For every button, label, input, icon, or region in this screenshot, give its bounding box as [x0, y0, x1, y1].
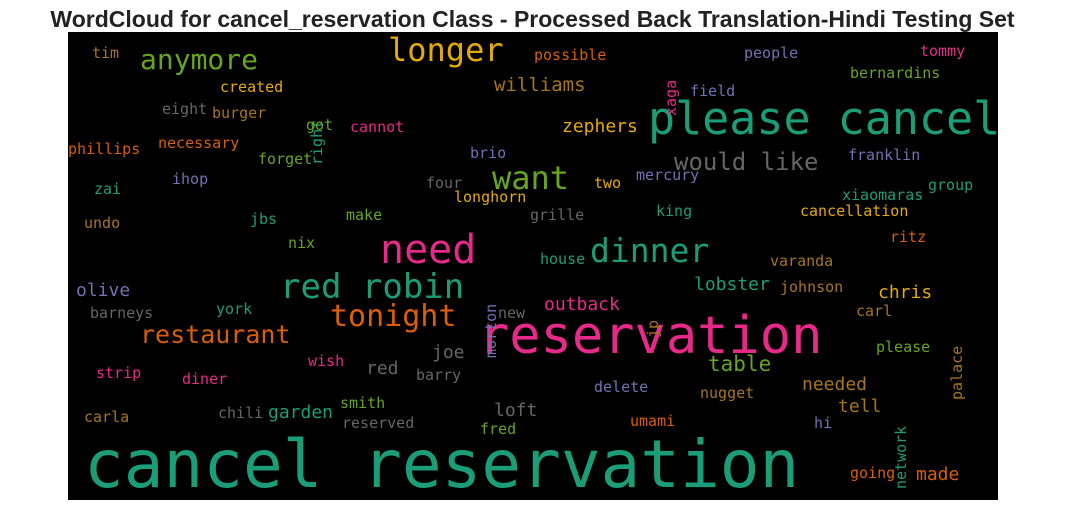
- cloud-word: red: [366, 358, 399, 379]
- cloud-word: network: [892, 425, 910, 489]
- cloud-word: york: [216, 300, 253, 318]
- cloud-word: diner: [182, 370, 228, 388]
- cloud-word: varanda: [770, 252, 834, 270]
- cloud-word: cancellation: [800, 202, 909, 220]
- cloud-word: make: [346, 206, 383, 224]
- cloud-word: hi: [814, 414, 833, 432]
- cloud-word: created: [220, 78, 284, 96]
- cloud-word: new: [498, 304, 526, 322]
- cloud-word: barry: [416, 366, 462, 384]
- cloud-word: carl: [856, 302, 893, 320]
- cloud-word: dinner: [590, 231, 710, 270]
- cloud-word: group: [928, 176, 974, 194]
- cloud-word: lobster: [694, 274, 770, 295]
- cloud-word: franklin: [848, 146, 921, 164]
- cloud-word: reservation: [478, 306, 823, 366]
- cloud-word: red robin: [280, 267, 465, 307]
- cloud-word: restaurant: [140, 320, 291, 349]
- cloud-word: please cancel: [648, 92, 998, 145]
- cloud-word: morton: [482, 303, 500, 358]
- cloud-word: cannot: [350, 118, 405, 136]
- cloud-word: necessary: [158, 134, 240, 152]
- cloud-word: king: [656, 202, 693, 220]
- cloud-word: xaga: [662, 79, 680, 116]
- word-cloud: cancel reservation reservation please canc…: [68, 32, 998, 500]
- cloud-word: table: [708, 352, 772, 376]
- cloud-word: bernardins: [850, 64, 941, 82]
- cloud-word: joe: [432, 342, 465, 363]
- cloud-word: undo: [84, 214, 121, 232]
- cloud-word: delete: [594, 378, 649, 396]
- cloud-word: ihop: [172, 170, 209, 188]
- cloud-word: johnson: [780, 278, 844, 296]
- cloud-word: grille: [530, 206, 585, 224]
- cloud-word: made: [916, 464, 960, 485]
- cloud-word: want: [492, 159, 570, 197]
- cloud-word: chris: [878, 282, 933, 303]
- cloud-word: tonight: [330, 299, 457, 334]
- cloud-word: tell: [838, 396, 882, 417]
- cloud-word: williams: [494, 74, 586, 96]
- cloud-word: eight: [162, 100, 208, 118]
- cloud-word: fred: [480, 420, 517, 438]
- cloud-word: nugget: [700, 384, 755, 402]
- cloud-word: brio: [470, 144, 507, 162]
- cloud-word: need: [380, 227, 477, 273]
- cloud-word: longer: [388, 32, 504, 69]
- cloud-word: people: [744, 44, 799, 62]
- cloud-word: phillips: [68, 140, 141, 158]
- cloud-word: loft: [494, 400, 538, 421]
- cloud-word: reserved: [342, 414, 415, 432]
- cloud-word: got: [306, 116, 334, 134]
- cloud-word: palace: [948, 345, 966, 400]
- cloud-word: anymore: [140, 43, 259, 76]
- cloud-word: smith: [340, 394, 386, 412]
- cloud-word: jp: [644, 319, 662, 338]
- cloud-word: zephers: [562, 116, 638, 137]
- cloud-word: please: [876, 338, 931, 356]
- cloud-word: zai: [94, 180, 122, 198]
- cloud-word: cancel reservation: [84, 426, 800, 500]
- cloud-word: needed: [802, 374, 868, 395]
- cloud-word: field: [690, 82, 736, 100]
- cloud-word: garden: [268, 402, 334, 423]
- cloud-word: would like: [674, 148, 819, 176]
- cloud-word: forget: [258, 150, 313, 168]
- cloud-word: barneys: [90, 304, 154, 322]
- cloud-word: wish: [308, 352, 345, 370]
- cloud-word: burger: [212, 104, 267, 122]
- cloud-word: olive: [76, 280, 131, 301]
- cloud-word: chili: [218, 404, 264, 422]
- cloud-word: house: [540, 250, 586, 268]
- cloud-word: longhorn: [454, 188, 527, 206]
- cloud-word: possible: [534, 46, 607, 64]
- cloud-word: umami: [630, 412, 676, 430]
- cloud-word: ritz: [890, 228, 927, 246]
- cloud-word: carla: [84, 408, 130, 426]
- cloud-word: jbs: [250, 210, 278, 228]
- cloud-word: mercury: [636, 166, 700, 184]
- cloud-word: tommy: [920, 42, 966, 60]
- cloud-word: two: [594, 174, 622, 192]
- cloud-word: going: [850, 464, 896, 482]
- cloud-word: outback: [544, 294, 620, 315]
- chart-title: WordCloud for cancel_reservation Class -…: [50, 6, 1015, 32]
- cloud-word: strip: [96, 364, 142, 382]
- cloud-word: nix: [288, 234, 316, 252]
- cloud-word: four: [426, 174, 463, 192]
- cloud-word: xiaomaras: [842, 186, 924, 204]
- cloud-word: tim: [92, 44, 120, 62]
